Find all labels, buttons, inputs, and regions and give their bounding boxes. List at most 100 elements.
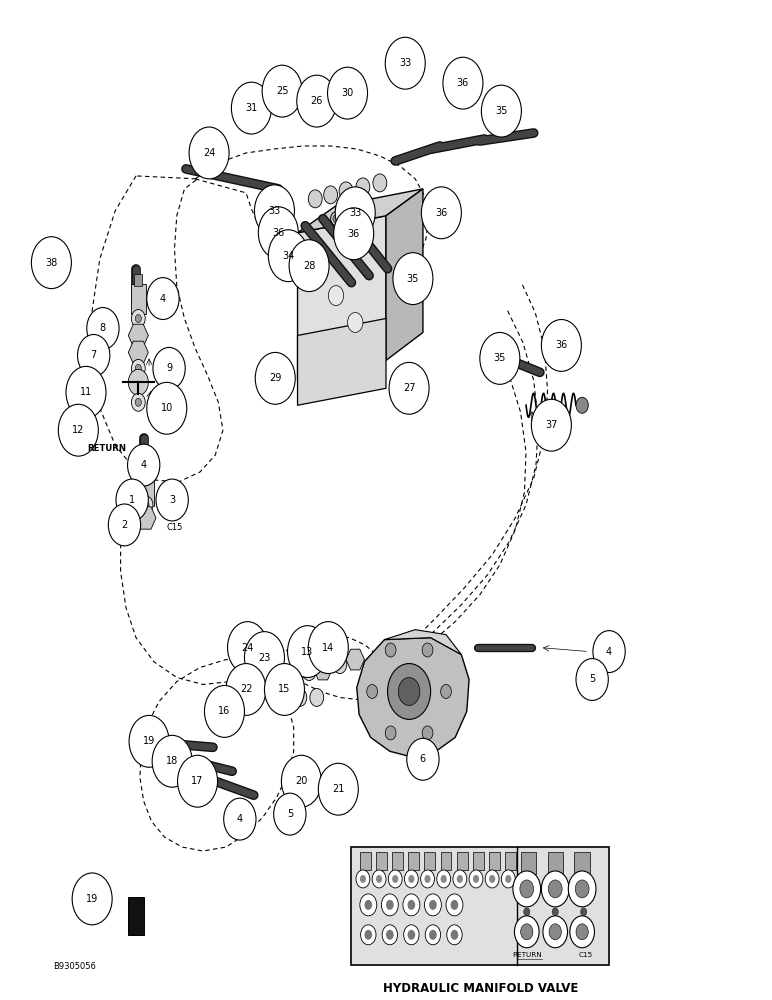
- Polygon shape: [386, 189, 423, 360]
- Circle shape: [389, 362, 429, 414]
- Text: 8: 8: [100, 323, 106, 333]
- Bar: [138, 476, 154, 506]
- Circle shape: [451, 930, 459, 940]
- Circle shape: [447, 925, 462, 945]
- Circle shape: [259, 207, 298, 259]
- Text: C15: C15: [579, 952, 593, 958]
- Circle shape: [135, 315, 141, 322]
- Text: 9: 9: [166, 363, 172, 373]
- Polygon shape: [136, 507, 156, 529]
- Circle shape: [205, 685, 245, 737]
- Circle shape: [59, 404, 98, 456]
- Polygon shape: [346, 649, 364, 670]
- Bar: [376, 852, 387, 870]
- Circle shape: [152, 735, 192, 787]
- Circle shape: [486, 870, 499, 888]
- Circle shape: [147, 278, 179, 320]
- Circle shape: [360, 894, 377, 916]
- Circle shape: [386, 930, 394, 940]
- Bar: [42, 261, 61, 279]
- Text: 21: 21: [332, 784, 344, 794]
- Circle shape: [408, 930, 415, 940]
- Circle shape: [469, 870, 483, 888]
- Circle shape: [274, 793, 306, 835]
- Circle shape: [373, 174, 387, 192]
- Circle shape: [327, 67, 367, 119]
- Text: 11: 11: [80, 387, 92, 397]
- Circle shape: [334, 208, 374, 260]
- Circle shape: [139, 496, 153, 514]
- Circle shape: [441, 875, 447, 883]
- Circle shape: [513, 871, 540, 907]
- Bar: [134, 274, 142, 286]
- Circle shape: [520, 880, 533, 898]
- Circle shape: [269, 230, 308, 282]
- Circle shape: [453, 870, 467, 888]
- Circle shape: [333, 215, 339, 223]
- Text: 26: 26: [310, 96, 323, 106]
- Bar: [142, 466, 150, 478]
- Circle shape: [242, 688, 256, 706]
- Polygon shape: [297, 216, 386, 380]
- Circle shape: [293, 688, 306, 706]
- Circle shape: [296, 75, 337, 127]
- Circle shape: [302, 663, 316, 680]
- Bar: [505, 852, 516, 870]
- Text: 16: 16: [218, 706, 231, 716]
- Circle shape: [408, 900, 415, 910]
- Circle shape: [228, 622, 268, 674]
- Circle shape: [360, 875, 366, 883]
- Circle shape: [156, 479, 188, 521]
- Circle shape: [178, 755, 218, 807]
- Text: 5: 5: [589, 674, 595, 684]
- Text: 33: 33: [399, 58, 411, 68]
- Bar: [441, 852, 452, 870]
- Bar: [473, 852, 484, 870]
- Circle shape: [131, 359, 145, 377]
- Text: 35: 35: [407, 274, 419, 284]
- Circle shape: [356, 870, 370, 888]
- Circle shape: [328, 286, 344, 306]
- Circle shape: [333, 656, 347, 674]
- Text: 4: 4: [141, 460, 147, 470]
- Text: 25: 25: [276, 86, 289, 96]
- Circle shape: [361, 925, 376, 945]
- Circle shape: [86, 308, 119, 349]
- Circle shape: [147, 382, 187, 434]
- Circle shape: [593, 631, 625, 673]
- Polygon shape: [384, 630, 462, 655]
- Circle shape: [143, 501, 149, 509]
- Circle shape: [128, 369, 148, 395]
- Circle shape: [189, 127, 229, 179]
- Text: 18: 18: [166, 756, 178, 766]
- Circle shape: [72, 873, 112, 925]
- Circle shape: [287, 626, 327, 678]
- Text: 23: 23: [259, 653, 271, 663]
- Circle shape: [135, 364, 141, 372]
- Circle shape: [356, 178, 370, 196]
- Text: 36: 36: [347, 229, 360, 239]
- Circle shape: [422, 726, 433, 740]
- Circle shape: [514, 916, 539, 948]
- Text: 2: 2: [121, 520, 127, 530]
- Text: 19: 19: [143, 736, 155, 746]
- Circle shape: [480, 332, 520, 384]
- Circle shape: [523, 908, 530, 916]
- Bar: [489, 852, 499, 870]
- Circle shape: [489, 875, 495, 883]
- Circle shape: [348, 212, 354, 220]
- Bar: [360, 852, 371, 870]
- Circle shape: [520, 924, 533, 940]
- Circle shape: [265, 664, 304, 715]
- Circle shape: [153, 347, 185, 389]
- Circle shape: [393, 253, 433, 305]
- Text: 4: 4: [160, 294, 166, 304]
- Circle shape: [364, 900, 372, 910]
- Circle shape: [541, 320, 581, 371]
- Circle shape: [568, 871, 596, 907]
- Circle shape: [347, 313, 363, 332]
- Circle shape: [255, 185, 294, 237]
- Circle shape: [367, 684, 378, 698]
- Bar: [547, 852, 563, 874]
- Circle shape: [429, 930, 437, 940]
